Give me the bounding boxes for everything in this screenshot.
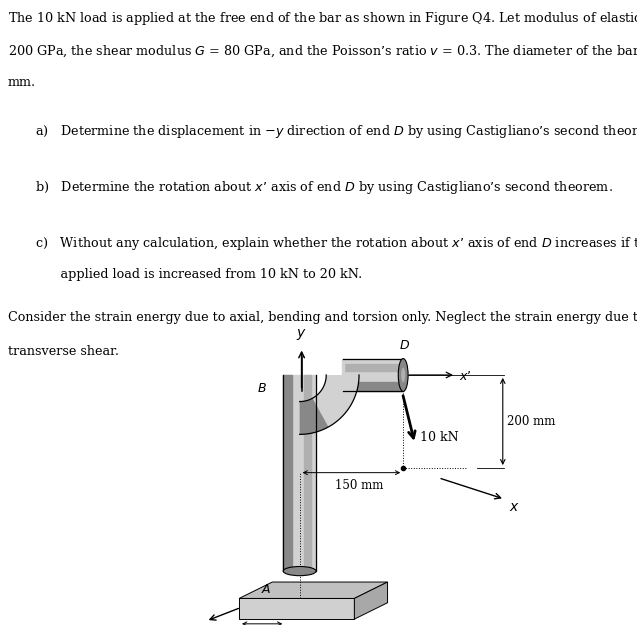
Text: Consider the strain energy due to axial, bending and torsion only. Neglect the s: Consider the strain energy due to axial,… (8, 311, 637, 324)
Text: $D$: $D$ (399, 339, 410, 351)
Text: mm.: mm. (8, 76, 36, 89)
Polygon shape (299, 398, 329, 434)
Text: c) Without any calculation, explain whether the rotation about $x$’ axis of end : c) Without any calculation, explain whet… (35, 235, 637, 252)
Bar (343, 364, 403, 371)
Text: 150 mm: 150 mm (335, 479, 383, 491)
Text: transverse shear.: transverse shear. (8, 344, 118, 357)
Bar (343, 359, 403, 391)
Text: applied load is increased from 10 kN to 20 kN.: applied load is increased from 10 kN to … (35, 268, 362, 281)
Text: $x$’: $x$’ (459, 371, 471, 384)
Polygon shape (239, 582, 387, 599)
Text: 200 GPa, the shear modulus $G$ = 80 GPa, and the Poisson’s ratio $v$ = 0.3. The : 200 GPa, the shear modulus $G$ = 80 GPa,… (8, 43, 637, 59)
Text: The 10 kN load is applied at the free end of the bar as shown in Figure Q4. Let : The 10 kN load is applied at the free en… (8, 10, 637, 27)
Polygon shape (239, 599, 354, 619)
Text: a) Determine the displacement in −$y$ direction of end $D$ by using Castigliano’: a) Determine the displacement in −$y$ di… (35, 122, 637, 139)
Bar (283, 375, 316, 571)
Bar (343, 382, 403, 391)
Text: $z$: $z$ (193, 623, 203, 625)
Ellipse shape (401, 368, 405, 382)
Bar (304, 375, 311, 571)
Bar (342, 359, 344, 391)
Polygon shape (299, 375, 359, 434)
Ellipse shape (283, 566, 316, 576)
Text: $x$: $x$ (508, 500, 519, 514)
Text: 200 mm: 200 mm (508, 415, 556, 428)
Ellipse shape (398, 359, 408, 391)
Bar (283, 375, 292, 571)
Text: $y$: $y$ (296, 327, 307, 342)
Text: $B$: $B$ (257, 382, 266, 395)
Text: $A$: $A$ (261, 583, 271, 596)
Text: 10 kN: 10 kN (420, 431, 458, 444)
Polygon shape (354, 582, 387, 619)
Text: b) Determine the rotation about $x$’ axis of end $D$ by using Castigliano’s seco: b) Determine the rotation about $x$’ axi… (35, 179, 613, 196)
